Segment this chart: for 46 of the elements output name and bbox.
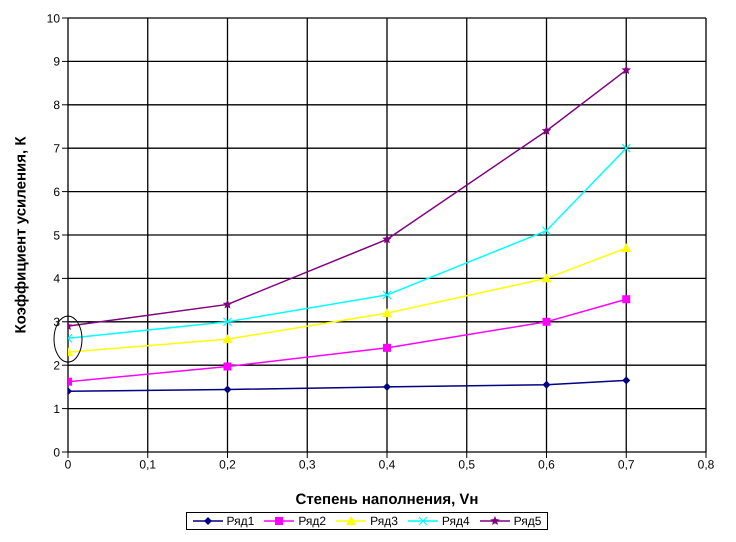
y-tick-label: 5 (53, 228, 60, 242)
x-tick-label: 0,5 (458, 458, 476, 472)
x-tick-label: 0,6 (538, 458, 556, 472)
point (222, 299, 232, 308)
point (383, 344, 391, 352)
y-tick-label: 9 (53, 54, 60, 69)
y-tick-label: 4 (53, 272, 60, 286)
x-tick-label: 0,7 (618, 458, 635, 472)
legend-label: Ряд1 (226, 514, 254, 528)
legend-label: Ряд3 (370, 514, 398, 528)
point (224, 386, 232, 394)
x-tick-label: 0,2 (219, 458, 236, 472)
point (224, 362, 232, 370)
x-tick-label: 0,8 (698, 458, 715, 472)
point (222, 334, 232, 344)
point (542, 226, 552, 236)
y-tick-label: 2 (53, 358, 60, 372)
y-tick-label: 8 (53, 98, 60, 112)
y-tick-label: 10 (46, 11, 60, 26)
point (542, 318, 550, 326)
point (622, 295, 630, 304)
point (222, 317, 232, 326)
point (542, 273, 552, 282)
point (382, 308, 392, 318)
y-axis-title: Коэффициент усиления, К (12, 136, 30, 334)
x-axis-title: Степень наполнения, Vн (296, 491, 478, 508)
point (542, 126, 552, 135)
point (622, 144, 631, 153)
legend-label: Ряд5 (514, 514, 542, 528)
point (621, 243, 632, 252)
point (542, 380, 550, 389)
point (622, 376, 630, 384)
x-tick-label: 0,4 (378, 458, 396, 472)
point (621, 65, 632, 74)
point (382, 290, 392, 300)
y-tick-label: 1 (53, 402, 60, 416)
x-tick-label: 0 (64, 458, 72, 472)
point (382, 234, 392, 244)
x-tick-label: 0,3 (298, 458, 316, 472)
legend-label: Ряд4 (442, 514, 470, 528)
y-tick-label: 6 (53, 184, 60, 199)
x-tick-label: 0,1 (139, 458, 156, 472)
y-tick-label: 0 (53, 445, 60, 460)
legend-label: Ряд2 (298, 514, 326, 528)
point (383, 382, 391, 391)
y-tick-label: 7 (53, 141, 60, 156)
